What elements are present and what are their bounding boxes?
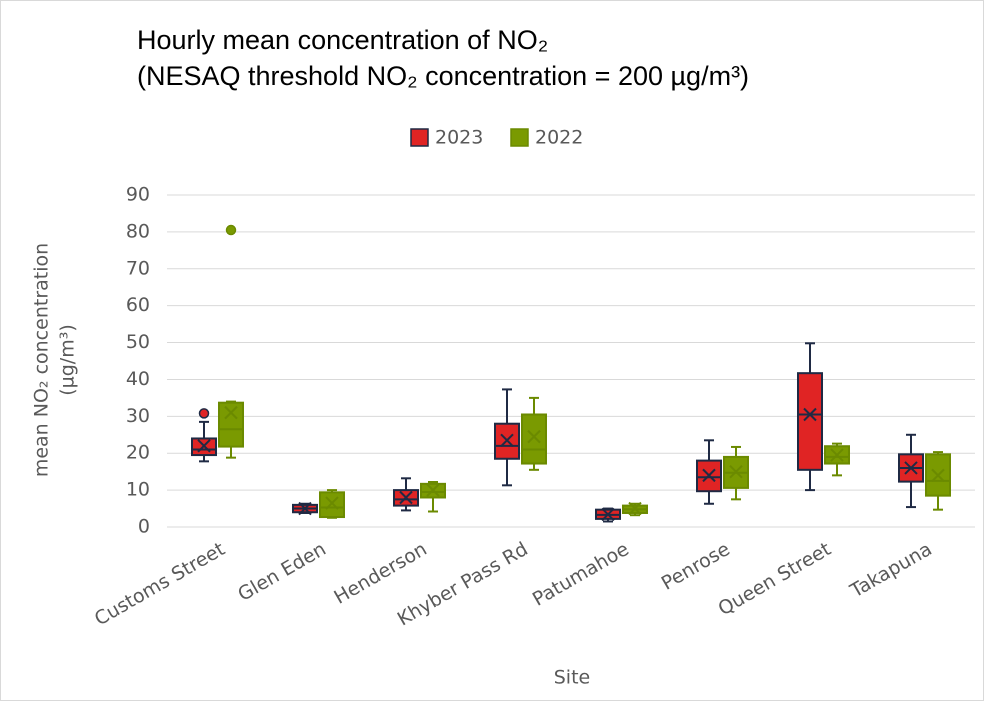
y-tick-label: 50 bbox=[126, 331, 150, 353]
mean-marker bbox=[702, 468, 716, 483]
mean-marker bbox=[830, 448, 844, 462]
mean-marker bbox=[628, 501, 642, 516]
y-tick-label: 90 bbox=[126, 184, 150, 206]
mean-marker bbox=[224, 405, 238, 420]
x-axis-title: Site bbox=[554, 667, 590, 689]
mean-marker bbox=[325, 496, 339, 510]
mean-marker bbox=[729, 464, 743, 479]
box bbox=[319, 491, 345, 519]
y-tick-label: 0 bbox=[138, 516, 150, 538]
chart-title: Hourly mean concentration of NO₂ bbox=[137, 25, 548, 55]
box bbox=[218, 401, 244, 448]
legend-swatch bbox=[410, 128, 429, 147]
y-tick-label: 30 bbox=[126, 405, 150, 427]
y-axis-title: mean NO₂ concentration bbox=[31, 243, 53, 477]
y-axis-title: (µg/m³) bbox=[57, 324, 79, 396]
legend-label: 2022 bbox=[535, 127, 583, 149]
mean-marker bbox=[399, 490, 413, 505]
y-tick-label: 20 bbox=[126, 442, 150, 464]
mean-marker bbox=[197, 439, 211, 453]
mean-marker bbox=[500, 433, 514, 448]
y-tick-label: 60 bbox=[126, 294, 150, 316]
y-tick-label: 40 bbox=[126, 368, 150, 390]
y-tick-label: 80 bbox=[126, 220, 150, 242]
y-tick-label: 70 bbox=[126, 257, 150, 279]
box bbox=[797, 372, 823, 471]
mean-marker bbox=[904, 461, 918, 475]
y-tick-label: 10 bbox=[126, 479, 150, 501]
mean-marker bbox=[931, 468, 945, 483]
mean-marker bbox=[601, 507, 615, 522]
chart-title: (NESAQ threshold NO₂ concentration = 200… bbox=[137, 61, 749, 91]
legend-label: 2023 bbox=[435, 127, 483, 149]
box bbox=[696, 459, 722, 493]
outlier bbox=[225, 224, 237, 236]
mean-marker bbox=[298, 501, 312, 516]
mean-marker bbox=[426, 483, 440, 497]
box bbox=[521, 413, 547, 465]
legend-swatch bbox=[510, 128, 529, 147]
mean-marker bbox=[803, 407, 817, 422]
outlier bbox=[198, 408, 210, 419]
mean-marker bbox=[527, 429, 541, 444]
